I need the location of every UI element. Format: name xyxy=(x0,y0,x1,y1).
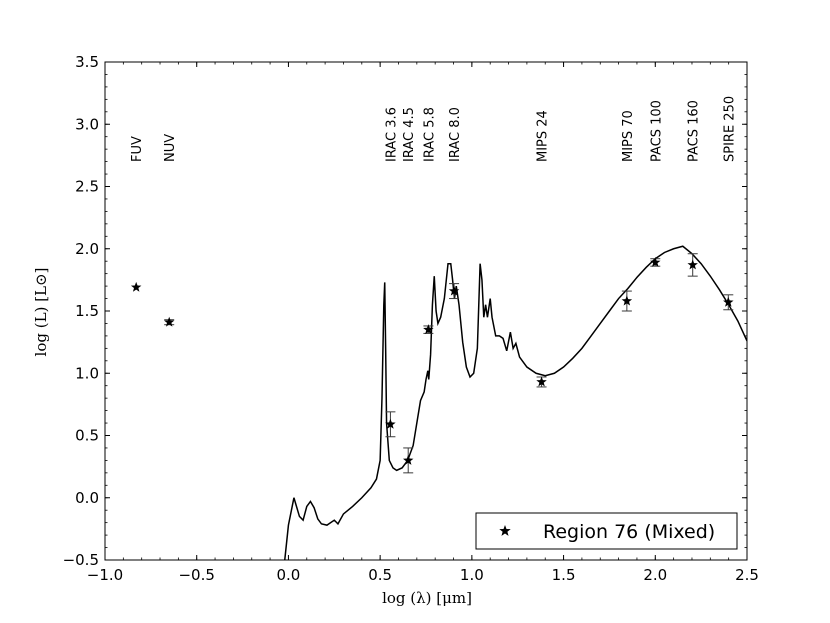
legend-box xyxy=(475,512,738,550)
band-label: NUV xyxy=(163,134,178,162)
x-tick-label: 2.5 xyxy=(735,566,759,584)
x-tick-label: 1.0 xyxy=(460,566,484,584)
y-tick-label: 2.5 xyxy=(75,178,99,196)
data-point-star xyxy=(385,418,396,429)
data-point-star xyxy=(448,285,460,296)
data-point-star xyxy=(687,259,698,270)
y-tick-label: 0.0 xyxy=(75,489,99,507)
band-label: SPIRE 250 xyxy=(722,96,737,162)
y-tick-label: −0.5 xyxy=(63,551,99,569)
x-tick-label: 1.5 xyxy=(552,566,576,584)
data-point-star xyxy=(423,324,434,335)
x-tick-label: 0.5 xyxy=(368,566,392,584)
data-point-star xyxy=(723,296,734,307)
band-label: MIPS 70 xyxy=(621,110,636,162)
x-tick-label: 0.0 xyxy=(276,566,300,584)
data-point-star xyxy=(402,454,414,465)
x-axis-title: log (λ) [μm] xyxy=(382,589,472,607)
y-tick-label: 2.0 xyxy=(75,240,99,258)
band-label: IRAC 4.5 xyxy=(402,107,417,162)
axes-layer: −1.0 −0.5 0.0 0.5 1.0 1.5 2.0 2.5−0.50.00.51.01… xyxy=(63,53,759,584)
plot-layer: FUV NUV IRAC 3.6 IRAC 4.5 IRAC 5.8 IRAC 8.0 MI… xyxy=(130,96,747,560)
legend-label: Region 76 (Mixed) xyxy=(543,521,715,543)
data-point-star xyxy=(650,256,661,267)
x-tick-label: −0.5 xyxy=(178,566,214,584)
x-tick-label: 2.0 xyxy=(643,566,667,584)
y-tick-label: 1.5 xyxy=(75,302,99,320)
band-label: PACS 160 xyxy=(687,100,702,162)
legend: Region 76 (Mixed) xyxy=(475,512,738,550)
data-point-star xyxy=(130,281,142,292)
data-point-star xyxy=(536,376,547,387)
data-point-star xyxy=(621,295,633,306)
band-label: IRAC 5.8 xyxy=(422,107,437,162)
x-tick-label: −1.0 xyxy=(87,566,123,584)
data-point-star xyxy=(163,316,175,327)
y-tick-label: 0.5 xyxy=(75,427,99,445)
band-label: IRAC 8.0 xyxy=(448,107,463,162)
band-label: FUV xyxy=(130,136,145,162)
y-tick-label: 3.5 xyxy=(75,53,99,71)
legend-star-marker xyxy=(499,525,511,536)
y-tick-label: 3.0 xyxy=(75,115,99,133)
band-label: MIPS 24 xyxy=(536,110,551,162)
y-tick-label: 1.0 xyxy=(75,364,99,382)
band-label: PACS 100 xyxy=(649,100,664,162)
band-label: IRAC 3.6 xyxy=(384,107,399,162)
y-axis-title: log (L) [L⊙] xyxy=(32,268,50,357)
